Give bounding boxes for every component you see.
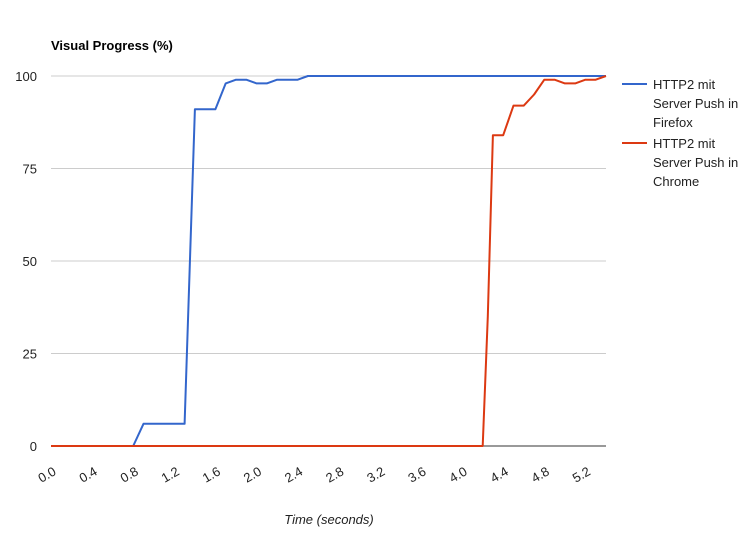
x-tick-label: 3.2 bbox=[364, 464, 387, 486]
x-tick-label: 0.4 bbox=[76, 464, 99, 486]
x-axis-title: Time (seconds) bbox=[284, 512, 373, 527]
axes: 0 25 50 75 100 0.0 0.4 0.8 1.2 1.6 2.0 2.4 2.8 3.2 3.6… bbox=[15, 69, 606, 486]
legend-item-firefox: HTTP2 mit Server Push in Firefox bbox=[622, 77, 738, 130]
y-tick-label: 100 bbox=[15, 69, 37, 84]
x-tick-label: 4.4 bbox=[488, 464, 511, 486]
series-line-chrome bbox=[51, 75, 607, 447]
legend: HTTP2 mit Server Push in Firefox HTTP2 mit S… bbox=[622, 77, 738, 189]
x-tick-label: 2.8 bbox=[323, 464, 346, 486]
x-tick-label: 0.0 bbox=[35, 464, 58, 486]
x-tick-label: 1.2 bbox=[159, 464, 182, 486]
x-tick-label: 5.2 bbox=[570, 464, 593, 486]
x-tick-label: 4.8 bbox=[529, 464, 552, 486]
legend-label: HTTP2 mit Server Push in Firefox bbox=[653, 77, 738, 130]
y-tick-label: 25 bbox=[23, 347, 37, 362]
y-tick-label: 0 bbox=[30, 439, 37, 454]
series-line-firefox bbox=[51, 75, 606, 447]
chart-title: Visual Progress (%) bbox=[51, 38, 173, 53]
x-tick-label: 2.4 bbox=[282, 464, 305, 486]
x-tick-label: 2.0 bbox=[241, 464, 264, 486]
y-tick-label: 50 bbox=[23, 254, 37, 269]
x-tick-label: 4.0 bbox=[446, 464, 469, 486]
x-tick-label: 0.8 bbox=[118, 464, 141, 486]
legend-item-chrome: HTTP2 mit Server Push in Chrome bbox=[622, 136, 738, 189]
y-tick-label: 75 bbox=[23, 162, 37, 177]
series-lines bbox=[51, 75, 607, 447]
gridlines bbox=[51, 75, 606, 354]
legend-label: HTTP2 mit Server Push in Chrome bbox=[653, 136, 738, 189]
x-tick-label: 1.6 bbox=[200, 464, 223, 486]
x-tick-label: 3.6 bbox=[405, 464, 428, 486]
